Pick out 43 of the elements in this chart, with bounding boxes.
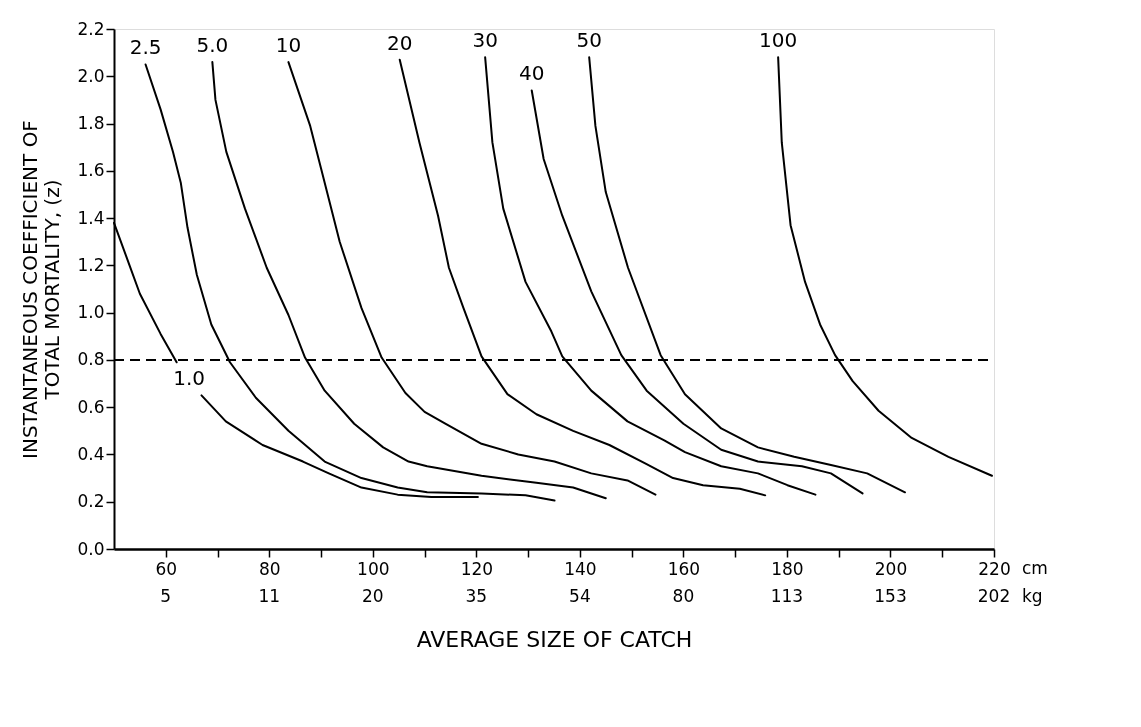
y-tick-label: 0.0 (77, 538, 105, 559)
series-label: 5.0 (196, 33, 229, 58)
y-tick-label: 1.8 (77, 113, 105, 134)
text: cm (1022, 558, 1048, 578)
text: 35 (465, 586, 488, 606)
series-label: 2.5 (129, 35, 162, 60)
text: 113 (770, 586, 804, 606)
y-tick-label: 2.2 (77, 18, 105, 39)
text: 80 (672, 586, 695, 606)
series-label: 1.0 (173, 365, 205, 390)
series-label: 10 (275, 33, 302, 58)
series-label: 50 (576, 28, 602, 53)
y-tick-label: 0.2 (77, 491, 105, 512)
y-tick-label: 0.4 (77, 443, 105, 464)
x-axis-title: AVERAGE SIZE OF CATCH (416, 626, 693, 652)
text: 153 (874, 586, 907, 606)
text: 20 (362, 586, 384, 606)
text: kg (1022, 586, 1043, 606)
text: 11 (258, 586, 281, 606)
series-label: 30 (472, 28, 498, 53)
x-tick-label: 160 (667, 558, 701, 579)
text: 54 (569, 586, 591, 606)
text: 5 (160, 586, 172, 606)
y-tick-label: 1.6 (77, 160, 105, 181)
y-tick-label: 1.4 (77, 207, 105, 228)
y-tick-label: 0.6 (77, 396, 105, 417)
series-label: 20 (387, 30, 413, 55)
series-label: 100 (759, 28, 798, 53)
x-tick-label: 100 (357, 558, 390, 579)
x-tick-label: 60 (155, 558, 178, 579)
x-tick-label: 180 (771, 558, 804, 579)
x-tick-label: 120 (460, 558, 494, 579)
x-tick-label: 80 (258, 558, 281, 579)
y-tick-label: 1.0 (77, 302, 105, 323)
text: 202 (977, 586, 1011, 606)
y-axis-title: INSTANTANEOUS COEFFICIENT OF TOTAL MORTALITY, (z) (18, 120, 65, 459)
y-tick-label: 0.8 (77, 349, 105, 370)
y-tick-label: 2.0 (77, 65, 105, 86)
series-label: 40 (519, 61, 545, 86)
y-tick-label: 1.2 (77, 254, 105, 275)
x-tick-label: 140 (564, 558, 597, 579)
x-tick-label: 200 (874, 558, 908, 579)
x-tick-label: 220 (978, 558, 1011, 579)
